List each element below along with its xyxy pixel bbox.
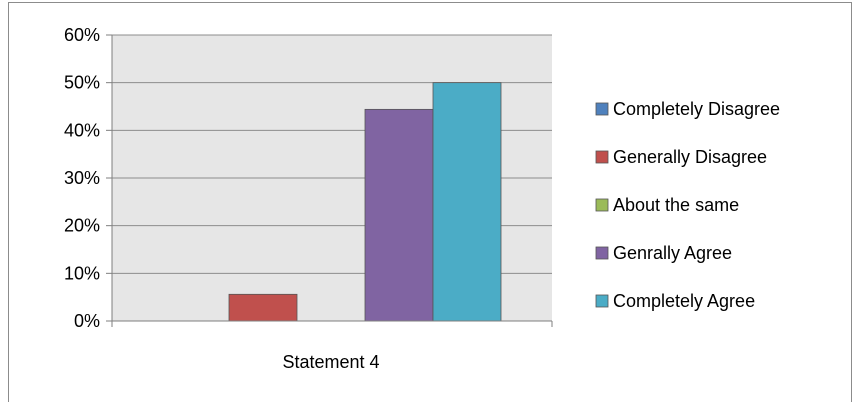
y-tick-label: 50%: [64, 73, 100, 93]
y-tick-labels: 0% 10% 20% 30% 40% 50% 60%: [64, 25, 100, 331]
bar-generally-disagree: [228, 293, 298, 322]
bar-genrally-agree: [364, 108, 434, 322]
legend-swatch: [595, 198, 609, 212]
legend-label: Completely Agree: [613, 291, 755, 311]
legend-label: Completely Disagree: [613, 99, 780, 119]
y-tick-label: 0%: [74, 311, 100, 331]
y-tick-label: 60%: [64, 25, 100, 45]
x-category-label: Statement 4: [282, 352, 379, 372]
legend-label: About the same: [613, 195, 739, 215]
bar-completely-agree: [432, 82, 502, 322]
chart-frame: [8, 2, 852, 402]
y-tick-label: 30%: [64, 168, 100, 188]
legend-swatch: [595, 246, 609, 260]
y-tick-label: 20%: [64, 216, 100, 236]
legend-label: Generally Disagree: [613, 147, 767, 167]
y-tick-label: 40%: [64, 120, 100, 140]
legend: Completely Disagree Generally Disagree Abo…: [595, 99, 780, 311]
legend-swatch: [595, 294, 609, 308]
legend-swatch: [595, 102, 609, 116]
axes: [106, 34, 553, 327]
y-tick-label: 10%: [64, 263, 100, 283]
legend-swatch: [595, 150, 609, 164]
legend-label: Genrally Agree: [613, 243, 732, 263]
